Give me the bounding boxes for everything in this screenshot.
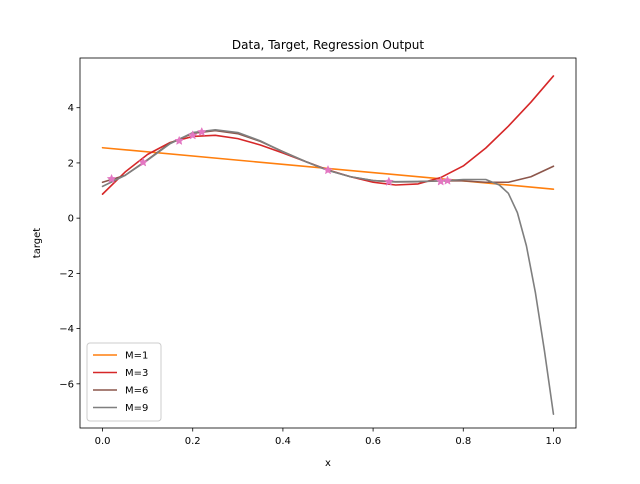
x-tick-label: 0.6	[365, 436, 381, 447]
legend: M=1 M=3 M=6 M=9	[86, 342, 162, 422]
y-tick-label: −4	[59, 324, 74, 335]
legend-label: M=6	[125, 386, 148, 397]
y-tick-label: 2	[68, 158, 74, 169]
y-tick-label: −2	[59, 269, 74, 280]
x-axis-ticks: 0.0 0.2 0.4 0.6 0.8 1.0	[95, 428, 562, 447]
x-tick-label: 1.0	[546, 436, 562, 447]
y-tick-label: 0	[68, 214, 74, 225]
x-tick-label: 0.8	[455, 436, 471, 447]
legend-box	[86, 342, 162, 422]
y-tick-label: −6	[59, 379, 74, 390]
x-tick-label: 0.4	[275, 436, 291, 447]
x-axis-label: x	[325, 458, 331, 469]
plot-points	[106, 126, 453, 186]
data-point	[106, 173, 117, 184]
y-tick-label: 4	[68, 103, 74, 114]
x-tick-label: 0.0	[95, 436, 111, 447]
data-point	[323, 164, 333, 175]
legend-label: M=9	[125, 403, 148, 414]
y-axis-ticks: −6 −4 −2 0 2 4	[59, 103, 80, 390]
data-point	[138, 157, 149, 167]
chart-title: Data, Target, Regression Output	[232, 38, 424, 52]
x-tick-label: 0.2	[185, 436, 201, 447]
legend-label: M=1	[125, 351, 148, 362]
data-point	[442, 175, 453, 185]
data-point	[383, 176, 394, 186]
data-point	[174, 135, 185, 146]
axes-frame	[79, 57, 577, 429]
y-axis-label: target	[32, 228, 43, 258]
legend-label: M=3	[125, 368, 148, 379]
data-point	[187, 130, 198, 140]
data-point	[196, 126, 207, 137]
